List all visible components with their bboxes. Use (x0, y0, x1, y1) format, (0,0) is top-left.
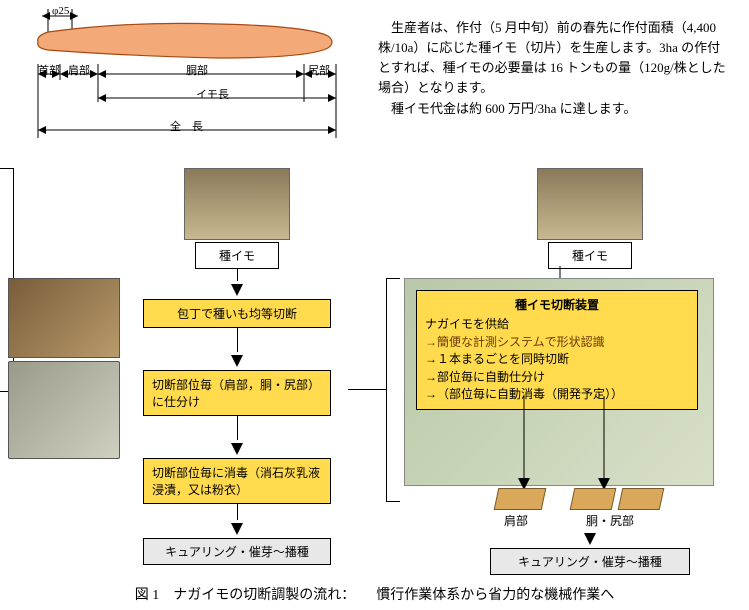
left-final: キュアリング・催芽～播種 (143, 538, 331, 565)
sort-label-body-tail: 胴・尻部 (586, 512, 634, 529)
segment-neck: 首部 (38, 62, 60, 78)
page: φ25 首部 肩部 胴部 尻部 イモ長 全 長 生産者は、作付（5 月中旬）前の… (0, 0, 749, 610)
arrow-icon (231, 355, 243, 367)
sort-box-shoulder (494, 488, 547, 510)
right-final: キュアリング・催芽～播種 (490, 548, 690, 575)
left-step1: 包丁で種いも均等切断 (143, 299, 331, 328)
sort-box-body1 (570, 488, 617, 510)
flow-right: 種イモ (480, 168, 700, 269)
full-length-label: 全 長 (170, 118, 203, 134)
seed-yam-photo-left (184, 168, 290, 240)
arrow-icon (584, 533, 596, 545)
paragraph: 生産者は、作付（5 月中旬）前の春先に作付面積（4,400 株/10a）に応じた… (378, 18, 730, 119)
left-step3: 切断部位毎に消毒（消石灰乳液浸漬，又は粉衣） (143, 458, 331, 504)
figure-caption: 図 1 ナガイモの切断調製の流れ： 慣行作業体系から省力的な機械作業へ (0, 584, 749, 604)
arrow-icon (231, 443, 243, 455)
arrow-icon (231, 284, 243, 296)
flow-area: 種イモ 包丁で種いも均等切断 切断部位毎（肩部，胴・尻部）に仕分け 切断部位毎に… (0, 168, 749, 568)
sort-box-body2 (618, 488, 665, 510)
connector (237, 504, 238, 520)
seed-label-left: 種イモ (195, 242, 279, 269)
left-step2: 切断部位毎（肩部，胴・尻部）に仕分け (143, 370, 331, 416)
connector (237, 416, 238, 440)
paragraph-line1: 生産者は、作付（5 月中旬）前の春先に作付面積（4,400 株/10a）に応じた… (378, 18, 730, 99)
disinfect-photo (8, 361, 120, 459)
manual-cut-photo (8, 278, 120, 358)
connector (237, 328, 238, 352)
flow-left: 種イモ 包丁で種いも均等切断 切断部位毎（肩部，胴・尻部）に仕分け 切断部位毎に… (142, 168, 332, 565)
connector (237, 269, 238, 281)
seed-yam-photo-right (537, 168, 643, 240)
paragraph-line2: 種イモ代金は約 600 万円/3ha に達します。 (378, 99, 730, 119)
sort-label-shoulder: 肩部 (504, 512, 528, 529)
arrow-icon (231, 523, 243, 535)
bracket-connector (348, 389, 386, 390)
right-connectors (404, 266, 724, 526)
yam-length-label: イモ長 (196, 86, 229, 102)
segment-body: 胴部 (186, 62, 208, 78)
phi-label: φ25 (52, 5, 69, 17)
seed-label-right: 種イモ (548, 242, 632, 269)
right-final-wrap: キュアリング・催芽～播種 (480, 530, 700, 575)
segment-shoulder: 肩部 (68, 62, 90, 78)
bracket-left (386, 278, 400, 502)
segment-tail: 尻部 (308, 62, 330, 78)
left-photos (8, 278, 120, 459)
yam-diagram: φ25 首部 肩部 胴部 尻部 イモ長 全 長 (8, 6, 360, 146)
